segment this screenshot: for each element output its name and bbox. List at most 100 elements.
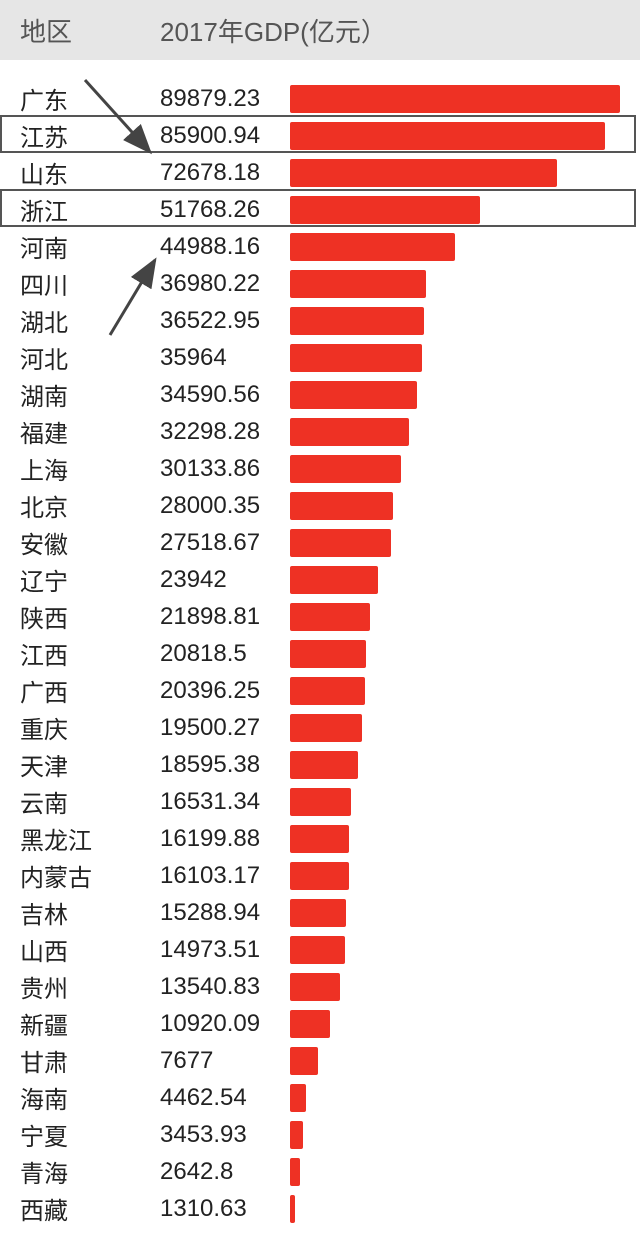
bar (290, 270, 426, 298)
bar (290, 1195, 295, 1223)
header-region: 地区 (20, 12, 160, 49)
region-label: 上海 (20, 451, 160, 486)
bar (290, 1158, 300, 1186)
table-row: 西藏1310.63 (20, 1190, 640, 1227)
bar (290, 492, 393, 520)
bar (290, 862, 349, 890)
table-row: 江西20818.5 (20, 635, 640, 672)
table-row: 内蒙古16103.17 (20, 857, 640, 894)
bar-cell (290, 270, 640, 298)
bar-cell (290, 677, 640, 705)
bar (290, 159, 557, 187)
header-value: 2017年GDP(亿元） (160, 12, 387, 49)
bar (290, 640, 366, 668)
table-row: 山东72678.18 (20, 154, 640, 191)
bar-cell (290, 1084, 640, 1112)
region-label: 北京 (20, 488, 160, 523)
region-label: 宁夏 (20, 1117, 160, 1152)
bar-cell (290, 196, 640, 224)
bar (290, 418, 409, 446)
table-row: 河北35964 (20, 339, 640, 376)
bar (290, 85, 620, 113)
bar (290, 899, 346, 927)
table-row: 安徽27518.67 (20, 524, 640, 561)
gdp-value: 13540.83 (160, 973, 290, 1001)
bar-cell (290, 418, 640, 446)
region-label: 重庆 (20, 710, 160, 745)
bar (290, 122, 605, 150)
region-label: 江苏 (20, 118, 160, 153)
bar-cell (290, 751, 640, 779)
bar-cell (290, 344, 640, 372)
gdp-value: 30133.86 (160, 455, 290, 483)
bar-cell (290, 122, 640, 150)
bar-cell (290, 159, 640, 187)
gdp-value: 1310.63 (160, 1195, 290, 1223)
region-label: 天津 (20, 747, 160, 782)
gdp-value: 23942 (160, 566, 290, 594)
table-row: 云南16531.34 (20, 783, 640, 820)
bar (290, 788, 351, 816)
gdp-bar-chart: 广东89879.23江苏85900.94山东72678.18浙江51768.26… (0, 60, 640, 1227)
gdp-value: 44988.16 (160, 233, 290, 261)
table-row: 贵州13540.83 (20, 968, 640, 1005)
table-row: 山西14973.51 (20, 931, 640, 968)
bar (290, 233, 455, 261)
table-row: 青海2642.8 (20, 1153, 640, 1190)
table-row: 上海30133.86 (20, 450, 640, 487)
gdp-value: 27518.67 (160, 529, 290, 557)
table-row: 福建32298.28 (20, 413, 640, 450)
gdp-value: 16199.88 (160, 825, 290, 853)
gdp-value: 16103.17 (160, 862, 290, 890)
bar (290, 677, 365, 705)
region-label: 安徽 (20, 525, 160, 560)
gdp-value: 36980.22 (160, 270, 290, 298)
bar (290, 936, 345, 964)
table-row: 广东89879.23 (20, 80, 640, 117)
table-row: 湖北36522.95 (20, 302, 640, 339)
region-label: 湖南 (20, 377, 160, 412)
bar (290, 1121, 303, 1149)
gdp-value: 85900.94 (160, 122, 290, 150)
gdp-value: 34590.56 (160, 381, 290, 409)
table-row: 重庆19500.27 (20, 709, 640, 746)
region-label: 山西 (20, 932, 160, 967)
region-label: 辽宁 (20, 562, 160, 597)
bar-cell (290, 973, 640, 1001)
gdp-value: 2642.8 (160, 1158, 290, 1186)
gdp-value: 18595.38 (160, 751, 290, 779)
gdp-value: 89879.23 (160, 85, 290, 113)
table-row: 广西20396.25 (20, 672, 640, 709)
region-label: 广西 (20, 673, 160, 708)
bar (290, 566, 378, 594)
bar-cell (290, 1158, 640, 1186)
region-label: 河北 (20, 340, 160, 375)
bar-cell (290, 381, 640, 409)
region-label: 河南 (20, 229, 160, 264)
bar-cell (290, 307, 640, 335)
table-row: 天津18595.38 (20, 746, 640, 783)
gdp-value: 3453.93 (160, 1121, 290, 1149)
bar (290, 751, 358, 779)
region-label: 内蒙古 (20, 858, 160, 893)
table-row: 四川36980.22 (20, 265, 640, 302)
table-row: 甘肃7677 (20, 1042, 640, 1079)
table-row: 陕西21898.81 (20, 598, 640, 635)
table-row: 江苏85900.94 (20, 117, 640, 154)
gdp-value: 32298.28 (160, 418, 290, 446)
gdp-value: 51768.26 (160, 196, 290, 224)
bar-cell (290, 825, 640, 853)
gdp-value: 28000.35 (160, 492, 290, 520)
bar-cell (290, 788, 640, 816)
bar-cell (290, 714, 640, 742)
region-label: 陕西 (20, 599, 160, 634)
table-row: 宁夏3453.93 (20, 1116, 640, 1153)
region-label: 广东 (20, 81, 160, 116)
bar (290, 307, 424, 335)
table-row: 黑龙江16199.88 (20, 820, 640, 857)
region-label: 山东 (20, 155, 160, 190)
bar (290, 1084, 306, 1112)
gdp-value: 7677 (160, 1047, 290, 1075)
bar-cell (290, 233, 640, 261)
bar-cell (290, 862, 640, 890)
